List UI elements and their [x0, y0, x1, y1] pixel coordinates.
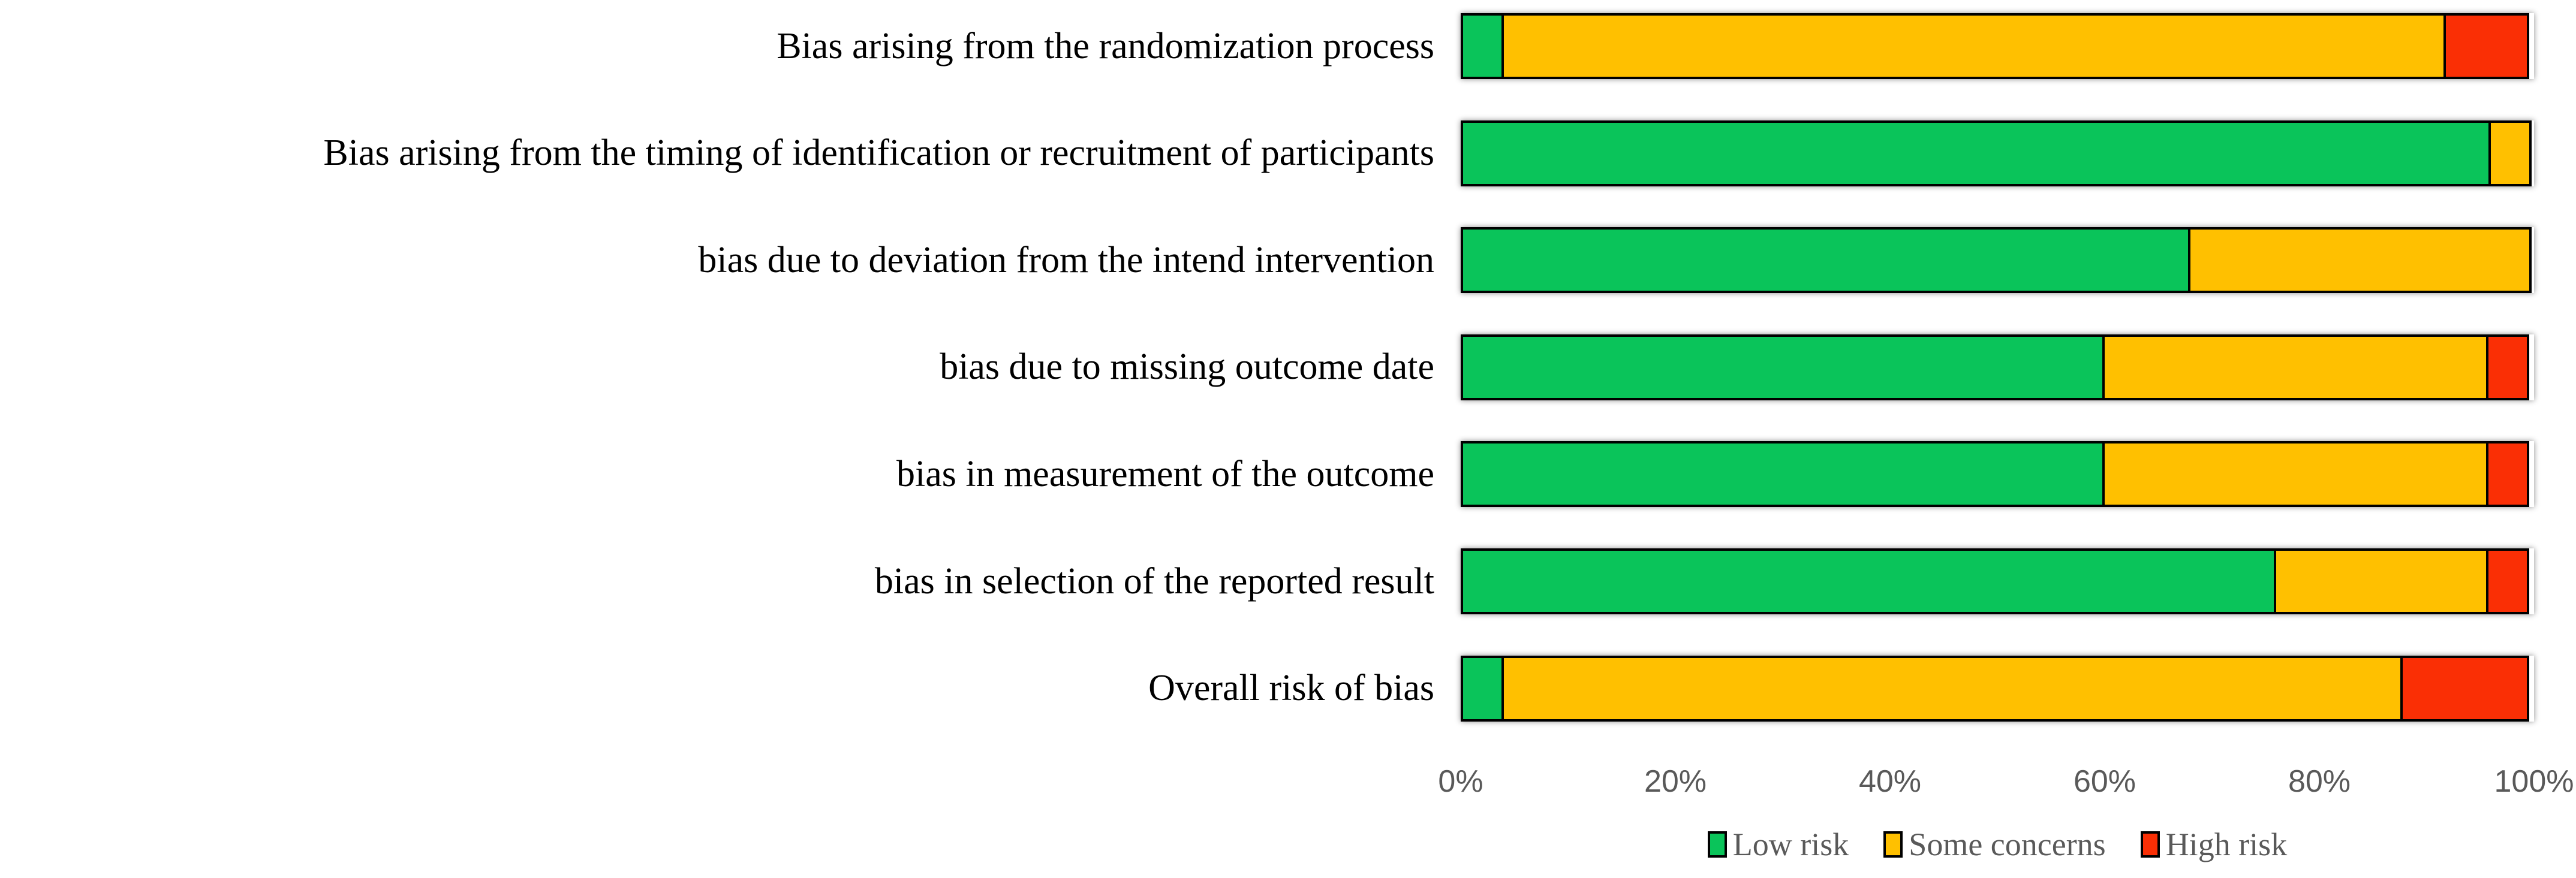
- bar-segment-some-concerns: [2102, 441, 2489, 508]
- legend-item-high-risk: High risk: [2140, 826, 2288, 863]
- chart-legend: Low risk Some concerns High risk: [1461, 826, 2534, 863]
- legend-swatch-some-concerns-icon: [1883, 831, 1903, 858]
- stacked-bar: [1461, 227, 2534, 294]
- x-axis-tick-0-: 0%: [1438, 764, 1483, 799]
- chart-row-bias-due-to-missing-outcome-date: bias due to missing outcome date: [0, 334, 2576, 400]
- bar-segment-some-concerns: [2488, 120, 2532, 186]
- category-label: Bias arising from the timing of identifi…: [323, 132, 1434, 174]
- bar-segment-some-concerns: [1501, 13, 2446, 79]
- stacked-bar: [1461, 548, 2534, 614]
- x-axis-tick-60-: 60%: [2073, 764, 2136, 799]
- bar-segment-low-risk: [1461, 120, 2491, 186]
- legend-label: Low risk: [1732, 826, 1849, 862]
- stacked-bar: [1461, 334, 2534, 400]
- category-label: Overall risk of bias: [1148, 668, 1434, 709]
- bar-segment-some-concerns: [1501, 655, 2403, 722]
- bar-segment-high-risk: [2486, 334, 2529, 400]
- bar-segment-some-concerns: [2102, 334, 2489, 400]
- x-axis-tick-20-: 20%: [1644, 764, 1707, 799]
- legend-item-some-concerns: Some concerns: [1883, 826, 2106, 863]
- bar-segment-some-concerns: [2188, 227, 2532, 294]
- x-axis-tick-100-: 100%: [2494, 764, 2574, 799]
- category-label: bias due to missing outcome date: [940, 346, 1434, 388]
- chart-row-bias-arising-from-the-timing-of-identifi: Bias arising from the timing of identifi…: [0, 120, 2576, 186]
- bar-segment-some-concerns: [2274, 548, 2489, 614]
- legend-label: Some concerns: [1909, 826, 2106, 862]
- bar-segment-low-risk: [1461, 13, 1504, 79]
- bar-segment-low-risk: [1461, 334, 2105, 400]
- chart-row-overall-risk-of-bias: Overall risk of bias: [0, 655, 2576, 722]
- category-label: bias due to deviation from the intend in…: [698, 239, 1434, 280]
- chart-row-bias-in-measurement-of-the-outcome: bias in measurement of the outcome: [0, 441, 2576, 508]
- chart-row-bias-arising-from-the-randomization-proc: Bias arising from the randomization proc…: [0, 13, 2576, 79]
- legend-item-low-risk: Low risk: [1707, 826, 1849, 863]
- bar-segment-low-risk: [1461, 227, 2191, 294]
- legend-swatch-low-risk-icon: [1707, 831, 1727, 858]
- category-label: bias in selection of the reported result: [874, 560, 1434, 602]
- bar-segment-high-risk: [2443, 13, 2529, 79]
- stacked-bar: [1461, 13, 2534, 79]
- bar-segment-low-risk: [1461, 548, 2277, 614]
- bar-segment-high-risk: [2400, 655, 2529, 722]
- bar-segment-high-risk: [2486, 441, 2529, 508]
- legend-label: High risk: [2165, 826, 2288, 862]
- stacked-bar: [1461, 655, 2534, 722]
- bar-segment-low-risk: [1461, 655, 1504, 722]
- chart-row-bias-due-to-deviation-from-the-intend-in: bias due to deviation from the intend in…: [0, 227, 2576, 294]
- stacked-bar: [1461, 441, 2534, 508]
- chart-row-bias-in-selection-of-the-reported-result: bias in selection of the reported result: [0, 548, 2576, 614]
- legend-swatch-high-risk-icon: [2140, 831, 2160, 858]
- stacked-bar: [1461, 120, 2534, 186]
- x-axis-tick-40-: 40%: [1858, 764, 1922, 799]
- x-axis-tick-80-: 80%: [2288, 764, 2351, 799]
- category-label: Bias arising from the randomization proc…: [777, 25, 1434, 67]
- category-label: bias in measurement of the outcome: [896, 453, 1434, 494]
- bar-segment-high-risk: [2486, 548, 2529, 614]
- bar-segment-low-risk: [1461, 441, 2105, 508]
